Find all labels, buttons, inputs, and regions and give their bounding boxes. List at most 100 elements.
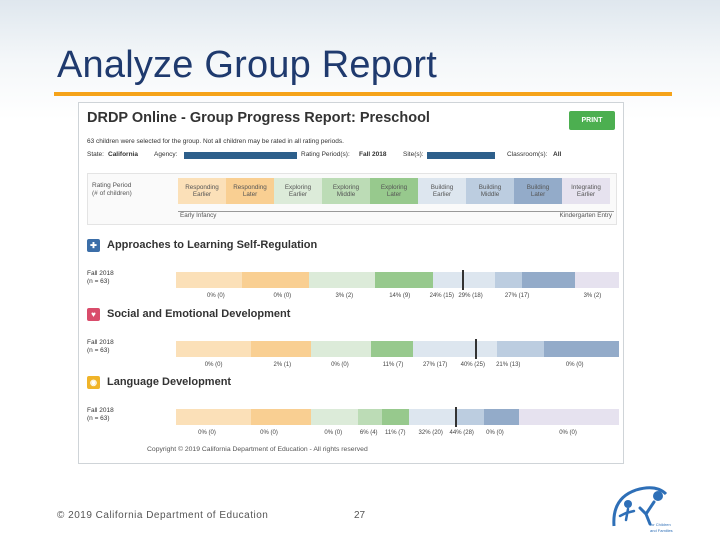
site-redacted [427, 152, 495, 159]
bar-segment [497, 341, 544, 357]
bar-segment [251, 341, 312, 357]
legend-level-line-2: Earlier [576, 191, 596, 198]
bar-segment [176, 409, 252, 425]
bar-segment [543, 341, 619, 357]
print-button[interactable]: PRINT [569, 111, 615, 130]
section-title: Social and Emotional Development [107, 308, 291, 320]
percent-label: 24% (15) [429, 293, 454, 299]
legend-level: Integrating Earlier [562, 178, 610, 204]
legend-level-line-2: Later [242, 191, 258, 198]
row-label: Fall 2018 (n = 63) [87, 339, 114, 355]
organization-logo: for Children and Families [612, 486, 673, 533]
row-label-period: Fall 2018 [87, 270, 114, 277]
bar-segment [432, 272, 495, 288]
legend-level-line-1: Building [430, 184, 454, 191]
legend-label: Rating Period (# of children) [92, 182, 132, 198]
legend-level-line-2: Earlier [432, 191, 452, 198]
page-number: 27 [354, 510, 366, 521]
row-label-count: (n = 63) [87, 347, 110, 354]
legend-level-line-1: Exploring [284, 184, 312, 191]
percent-label: 21% (13) [496, 362, 521, 368]
bar-segment [457, 409, 484, 425]
percent-label: 0% (0) [198, 430, 216, 436]
percent-label: 27% (17) [422, 362, 448, 368]
percent-label: 6% (4) [359, 430, 378, 436]
legend-level-line-1: Building [526, 184, 550, 191]
progress-bar [176, 270, 619, 290]
section-icon: ◉ [87, 376, 100, 389]
legend-level-line-2: Earlier [288, 191, 308, 198]
bar-segment [311, 409, 358, 425]
state-value: California [108, 151, 138, 158]
median-marker [455, 407, 458, 427]
bar-segment [483, 409, 520, 425]
legend-level: Building Earlier [418, 178, 466, 204]
legend-label-line-1: Rating Period [92, 182, 132, 189]
percent-label: 0% (0) [260, 430, 278, 436]
bar-segment [574, 272, 619, 288]
legend-level: Exploring Middle [322, 178, 370, 204]
percent-label: 32% (20) [418, 430, 443, 436]
percent-label: 0% (0) [486, 430, 504, 436]
percent-label: 2% (1) [273, 362, 292, 368]
percent-label: 3% (2) [583, 293, 602, 299]
legend-level-line-2: Middle [480, 191, 500, 198]
section-title: Language Development [107, 376, 232, 388]
percent-label: 0% (0) [559, 430, 577, 436]
percent-label: 0% (0) [324, 430, 343, 436]
bar-segment [357, 409, 382, 425]
agency-redacted [184, 152, 297, 159]
bar-segment [381, 409, 409, 425]
bar-segment [521, 272, 575, 288]
section-title: Approaches to Learning Self-Regulation [107, 239, 318, 251]
row-label-period: Fall 2018 [87, 339, 114, 346]
row-label-period: Fall 2018 [87, 407, 114, 414]
percent-label: 27% (17) [504, 293, 530, 299]
row-label-count: (n = 63) [87, 415, 110, 422]
legend-level: Building Later [514, 178, 562, 204]
logo-caption-2: and Families [650, 528, 673, 533]
progress-bar [176, 339, 619, 359]
percent-label: 0% (0) [273, 293, 292, 299]
percent-label: 11% (7) [382, 362, 404, 368]
agency-label: Agency: [154, 151, 178, 158]
legend-level-line-1: Exploring [380, 184, 408, 191]
bar-segment [519, 409, 619, 425]
selection-note: 63 children were selected for the group.… [87, 138, 344, 145]
legend-level: Exploring Earlier [274, 178, 322, 204]
percent-label: 3% (2) [335, 293, 354, 299]
rating-legend: Rating Period (# of children) Responding… [87, 173, 617, 225]
section-icon: ♥ [87, 308, 100, 321]
bar-segment [408, 409, 458, 425]
progress-bar [176, 407, 619, 427]
classrooms-label: Classroom(s): [507, 151, 548, 158]
bar-segment [494, 272, 522, 288]
legend-level-line-2: Middle [336, 191, 356, 198]
median-marker [475, 339, 478, 359]
bar-segment [251, 409, 312, 425]
percent-label: 0% (0) [207, 293, 225, 299]
slide-title: Analyze Group Report [57, 44, 437, 86]
median-marker [461, 270, 464, 290]
percent-label: 0% (0) [204, 362, 223, 368]
title-underline [54, 92, 672, 96]
legend-label-line-2: (# of children) [92, 190, 132, 197]
legend-level: Responding Later [226, 178, 274, 204]
legend-level-line-2: Earlier [192, 191, 212, 198]
bar-segment [308, 272, 376, 288]
legend-level: Building Middle [466, 178, 514, 204]
bar-segment [311, 341, 371, 357]
row-label-count: (n = 63) [87, 278, 110, 285]
rating-period-value: Fall 2018 [359, 151, 387, 158]
percent-label: 14% (9) [389, 293, 411, 299]
bar-segment [242, 272, 309, 288]
report-copyright: Copyright © 2019 California Department o… [147, 446, 368, 453]
legend-level-line-1: Exploring [332, 184, 360, 191]
classrooms-value: All [553, 151, 562, 158]
percent-label: 40% (25) [460, 362, 485, 368]
slide-footer: © 2019 California Department of Educatio… [57, 510, 269, 521]
rating-period-label: Rating Period(s): [301, 151, 350, 158]
percent-label: 44% (28) [449, 430, 474, 436]
legend-level: Exploring Later [370, 178, 418, 204]
bar-segment [413, 341, 498, 357]
